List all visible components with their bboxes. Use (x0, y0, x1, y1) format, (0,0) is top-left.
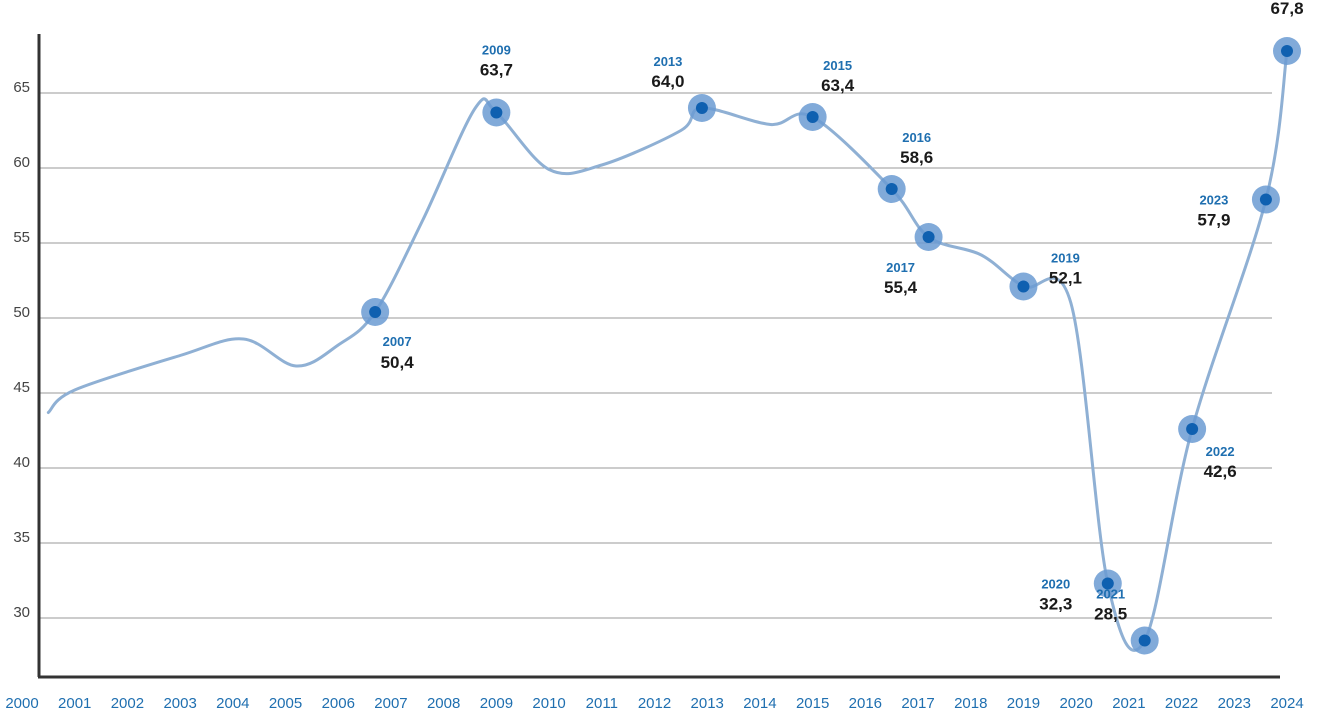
y-tick-label: 60 (13, 154, 30, 171)
data-marker (687, 94, 716, 122)
data-marker (1130, 626, 1159, 655)
x-tick-label: 2024 (1270, 695, 1303, 712)
x-tick-label: 2006 (322, 695, 355, 712)
x-tick-label: 2015 (796, 695, 829, 712)
data-marker-dot (490, 106, 503, 119)
data-marker (361, 298, 390, 326)
x-tick-label: 2010 (532, 695, 565, 712)
data-label-value: 50,4 (381, 353, 415, 372)
data-marker-dot (1101, 577, 1114, 590)
series-line (46, 49, 1289, 652)
x-tick-label: 2014 (743, 695, 776, 712)
data-markers (361, 37, 1301, 655)
data-marker (1273, 37, 1301, 65)
x-tick-label: 2000 (5, 695, 38, 712)
y-tick-label: 40 (13, 454, 30, 471)
data-marker-dot (695, 102, 708, 114)
data-marker (798, 103, 827, 131)
data-marker-dot (1259, 193, 1272, 206)
y-tick-label: 55 (13, 229, 30, 246)
data-label-year: 2013 (653, 54, 682, 69)
y-tick-label: 35 (13, 529, 30, 546)
data-marker-dot (1186, 423, 1199, 435)
x-tick-label: 2017 (901, 695, 934, 712)
data-label-value: 52,1 (1049, 269, 1082, 288)
data-label-year: 2019 (1051, 251, 1080, 266)
data-label-year: 2021 (1096, 587, 1125, 602)
data-marker (1251, 185, 1280, 214)
data-label-value: 64,0 (651, 72, 684, 91)
x-tick-label: 2003 (163, 695, 196, 712)
x-tick-label: 2018 (954, 695, 987, 712)
x-tick-label: 2012 (638, 695, 671, 712)
x-tick-label: 2019 (1007, 695, 1040, 712)
x-tick-label: 2004 (216, 695, 249, 712)
y-tick-label: 65 (13, 79, 30, 96)
x-tick-label: 2020 (1059, 695, 1092, 712)
x-tick-label: 2007 (374, 695, 407, 712)
data-marker (482, 98, 511, 127)
data-labels: 2007 50,4 2009 63,7 2013 64,0 2015 63,4 2016 58,6… (381, 0, 1304, 624)
x-tick-label: 2013 (691, 695, 724, 712)
x-tick-label: 2001 (58, 695, 91, 712)
data-label-year: 2020 (1041, 577, 1070, 592)
y-tick-label: 50 (13, 304, 30, 321)
data-marker-dot (1138, 634, 1151, 647)
x-tick-label: 2005 (269, 695, 302, 712)
y-axis-ticks: 30 35 40 45 50 55 60 65 (13, 79, 30, 621)
data-label-year: 2023 (1199, 193, 1228, 208)
data-marker (1009, 272, 1038, 301)
data-marker (1093, 569, 1122, 598)
data-label-year: 2017 (886, 260, 915, 275)
data-marker-dot (922, 231, 935, 243)
y-tick-label: 45 (13, 379, 30, 396)
y-tick-label: 30 (13, 604, 30, 621)
x-tick-label: 2016 (849, 695, 882, 712)
data-label-value: 55,4 (884, 278, 918, 297)
data-label-value: 58,6 (900, 148, 933, 167)
data-label-value: 63,4 (821, 76, 855, 95)
data-label-value: 67,8 (1270, 0, 1303, 18)
data-marker (1178, 415, 1207, 443)
data-label-year: 2007 (383, 334, 412, 349)
data-label-year: 2016 (902, 130, 931, 145)
data-label-value: 42,6 (1204, 462, 1237, 481)
x-axis-ticks: 2000 2001 2002 2003 2004 2005 2006 2007 2008 2009… (5, 695, 1303, 712)
data-marker (877, 175, 906, 203)
data-label-value: 57,9 (1197, 211, 1230, 230)
x-tick-label: 2011 (586, 695, 618, 712)
x-tick-label: 2008 (427, 695, 460, 712)
x-tick-label: 2022 (1165, 695, 1198, 712)
data-label-value: 32,3 (1039, 595, 1072, 614)
data-marker-dot (369, 306, 382, 318)
data-marker-dot (1281, 45, 1293, 57)
data-label-year: 2015 (823, 58, 852, 73)
x-tick-label: 2009 (480, 695, 513, 712)
data-label-value: 63,7 (480, 61, 513, 80)
x-tick-label: 2023 (1218, 695, 1251, 712)
data-marker-dot (806, 111, 819, 123)
data-marker (914, 223, 943, 251)
data-marker-dot (885, 183, 898, 195)
grid-lines (39, 92, 1272, 619)
data-label-year: 2022 (1206, 444, 1235, 459)
data-label-value: 28,5 (1094, 605, 1127, 624)
x-tick-label: 2002 (111, 695, 144, 712)
x-tick-label: 2021 (1112, 695, 1145, 712)
data-marker-dot (1017, 280, 1030, 293)
data-label-year: 2009 (482, 43, 511, 58)
